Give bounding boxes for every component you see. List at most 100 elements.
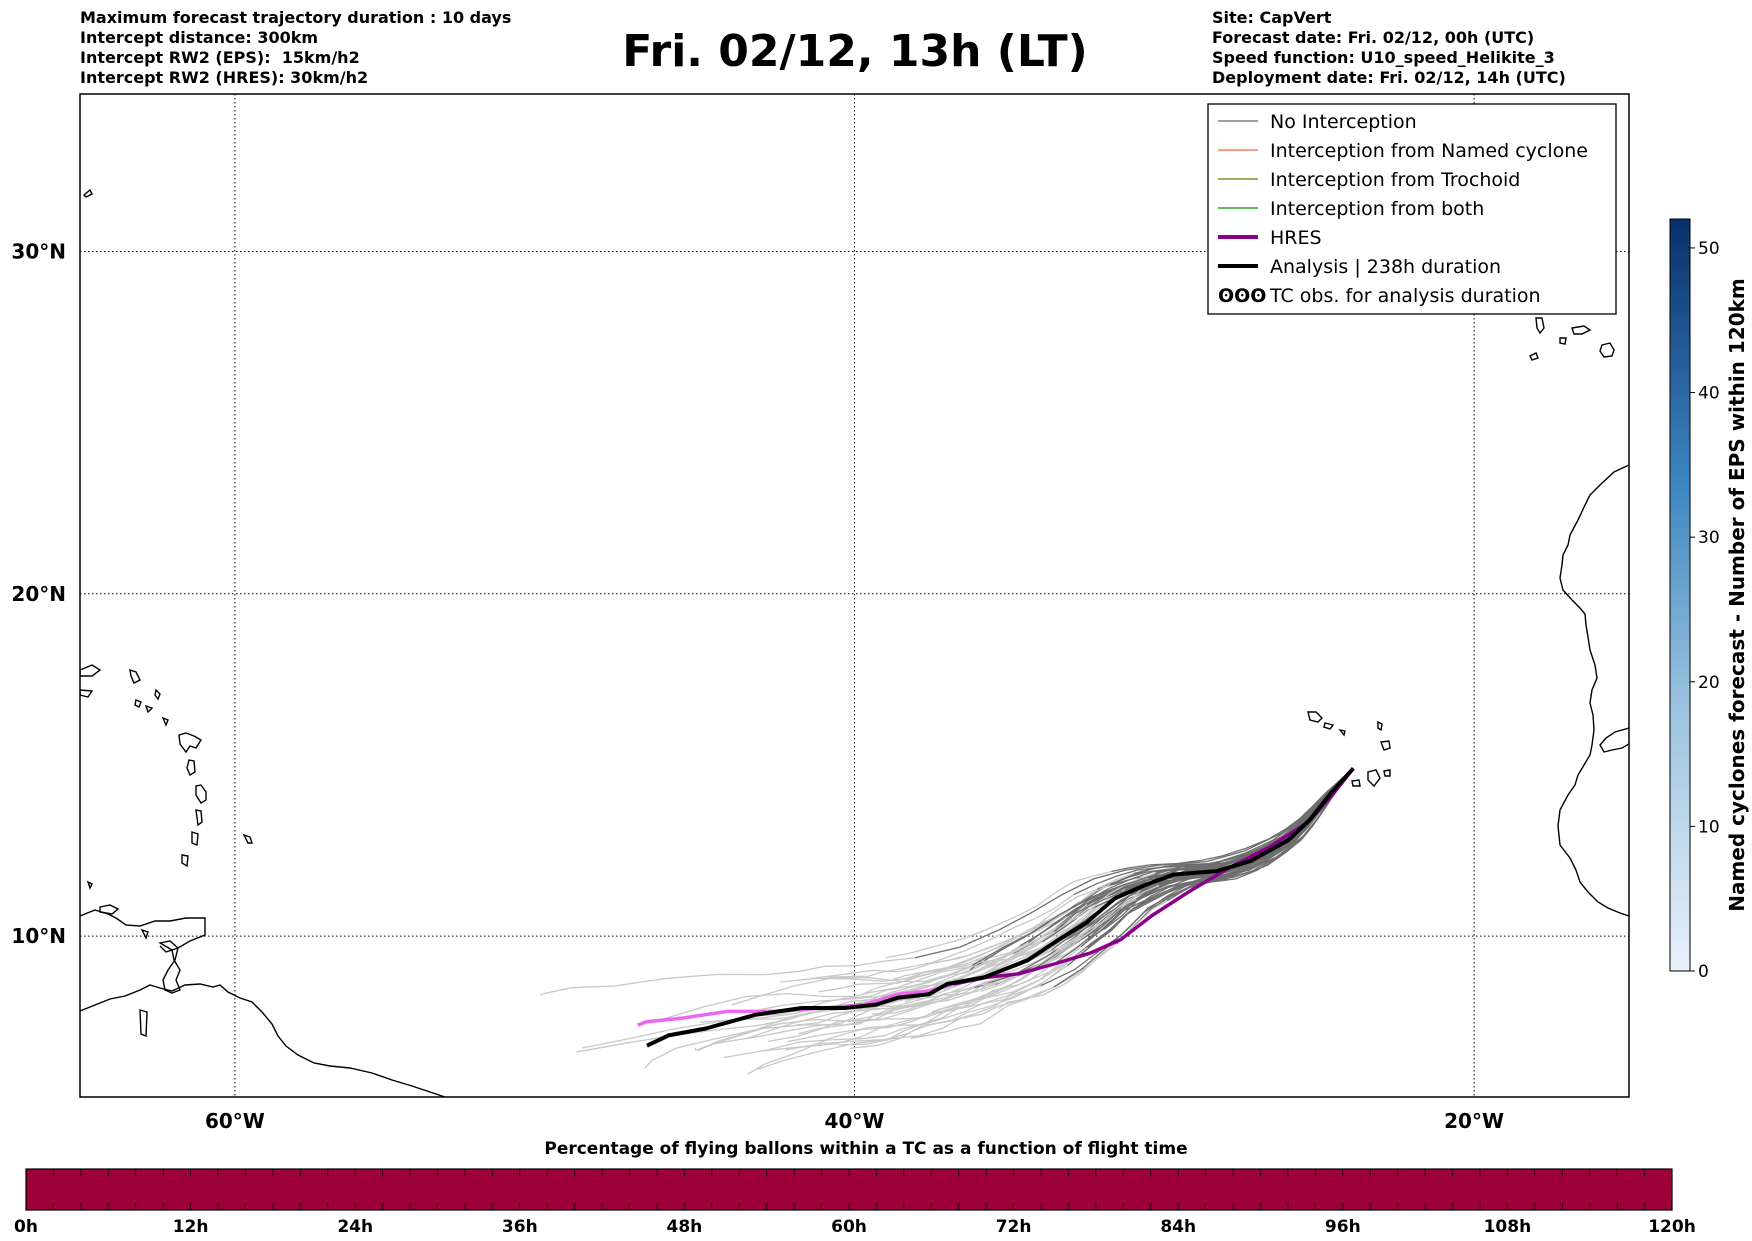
ensemble-track-far xyxy=(582,964,973,1049)
legend-label: HRES xyxy=(1270,227,1322,249)
lon-tick-label: 40°W xyxy=(825,1109,885,1133)
legend-box xyxy=(1207,103,1617,315)
ensemble-track-far xyxy=(746,942,1029,1040)
island-canary-3 xyxy=(1571,325,1592,335)
colorbar-tick-label: 50 xyxy=(1698,239,1720,259)
ensemble-track-far xyxy=(664,952,1014,1020)
ensemble-track-far xyxy=(697,973,1017,1052)
island-1 xyxy=(80,664,102,677)
colorbar-tick-label: 40 xyxy=(1698,384,1720,404)
lon-tick-label: 20°W xyxy=(1444,1109,1504,1133)
ensemble-track-far xyxy=(998,900,1168,1010)
analysis-track xyxy=(646,767,1355,1048)
flight-time-tick-label: 96h xyxy=(1325,1217,1361,1237)
colorbar-tick-label: 10 xyxy=(1698,817,1720,837)
header-intercept-eps: Intercept RW2 (EPS): 15km/h2 xyxy=(80,48,360,67)
island-capeverde-7 xyxy=(1367,769,1381,788)
ensemble-track-far xyxy=(827,894,1074,978)
island-14 xyxy=(242,833,253,844)
island-2 xyxy=(80,689,94,698)
flight-time-tick-label: 24h xyxy=(337,1217,373,1237)
island-capeverde-4 xyxy=(1377,720,1383,732)
flight-time-tick-label: 84h xyxy=(1160,1217,1196,1237)
island-capeverde-2 xyxy=(1323,722,1335,730)
ensemble-track-far xyxy=(757,986,1054,1070)
coastlines xyxy=(80,188,1629,1097)
ensemble-track-near xyxy=(1166,768,1354,902)
header-site: Site: CapVert xyxy=(1212,8,1332,27)
ensemble-track-far xyxy=(872,927,1097,1015)
island-capeverde-3 xyxy=(1338,728,1346,737)
flight-time-tick-label: 72h xyxy=(996,1217,1032,1237)
map-frame xyxy=(79,93,1630,1098)
header-right-info: Site: CapVert Forecast date: Fri. 02/12,… xyxy=(1212,8,1566,88)
ensemble-track-near xyxy=(914,767,1354,959)
island-8 xyxy=(178,732,202,754)
island-17 xyxy=(140,928,149,940)
island-9 xyxy=(186,759,196,777)
header-left-info: Maximum forecast trajectory duration : 1… xyxy=(80,8,511,88)
island-7 xyxy=(161,716,169,727)
flight-time-tick-label: 120h xyxy=(1648,1217,1696,1237)
header-deployment-date: Deployment date: Fri. 02/12, 14h (UTC) xyxy=(1212,68,1566,87)
ensemble-track-far xyxy=(731,949,1041,1006)
island-canary-2 xyxy=(1559,337,1567,345)
lat-tick-label: 20°N xyxy=(11,582,66,606)
legend-label: TC obs. for analysis duration xyxy=(1269,285,1541,307)
ensemble-track-far xyxy=(798,930,1055,1035)
island-13 xyxy=(181,854,189,868)
map-area[interactable] xyxy=(79,93,1630,1098)
header-intercept-hres: Intercept RW2 (HRES): 30km/h2 xyxy=(80,68,369,87)
ensemble-track-far xyxy=(811,912,1065,980)
ensemble-track-far xyxy=(885,870,1112,959)
island-19 xyxy=(82,188,93,198)
island-capeverde-8 xyxy=(1383,769,1391,777)
flight-time-tick-label: 36h xyxy=(502,1217,538,1237)
island-canary-1 xyxy=(1535,317,1545,335)
ensemble-track-far xyxy=(849,946,1088,1049)
island-capeverde-6 xyxy=(1351,779,1361,787)
island-5 xyxy=(144,704,154,714)
island-capeverde-5 xyxy=(1380,740,1391,751)
island-capeverde-1 xyxy=(1307,711,1323,723)
coastline-south-america xyxy=(80,983,446,1097)
ensemble-track-far xyxy=(838,946,1082,1046)
island-canary-5 xyxy=(1529,352,1539,361)
legend-label: Interception from Named cyclone xyxy=(1270,140,1588,162)
island-3 xyxy=(129,668,141,684)
axis-tick-labels: 60°W 40°W 20°W 30°N 20°N 10°N xyxy=(11,239,1504,1133)
flight-time-tick-label: 108h xyxy=(1484,1217,1532,1237)
ensemble-track-far xyxy=(540,957,916,996)
colorbar-tick-label: 20 xyxy=(1698,673,1720,693)
legend-label: Interception from Trochoid xyxy=(1270,169,1520,191)
flight-time-colorbar-title: Percentage of flying ballons within a TC… xyxy=(544,1139,1187,1159)
island-15 xyxy=(99,904,120,915)
island-11 xyxy=(195,809,203,827)
colorbar-label: Named cyclones forecast - Number of EPS … xyxy=(1725,278,1749,912)
island-trinidad xyxy=(158,940,181,994)
header-forecast-date: Forecast date: Fri. 02/12, 00h (UTC) xyxy=(1212,28,1535,47)
island-12 xyxy=(191,831,199,846)
gridlines xyxy=(80,94,1629,1097)
legend-label: Interception from both xyxy=(1270,198,1484,220)
lat-tick-label: 30°N xyxy=(11,239,66,263)
legend-label: No Interception xyxy=(1270,111,1417,133)
flight-time-colorbar: Percentage of flying ballons within a TC… xyxy=(14,1139,1696,1237)
island-18 xyxy=(139,1009,148,1038)
island-6 xyxy=(154,688,161,701)
header-max-duration: Maximum forecast trajectory duration : 1… xyxy=(80,8,512,27)
colorbar-tick-label: 0 xyxy=(1698,962,1709,982)
legend-label: Analysis | 238h duration xyxy=(1270,256,1501,278)
ensemble-track-far xyxy=(980,884,1160,993)
lat-tick-label: 10°N xyxy=(11,924,66,948)
track-lines xyxy=(636,767,1355,1048)
coastline-africa xyxy=(1557,464,1629,917)
ensemble-track-far xyxy=(762,963,1054,1052)
tc-symbol-icon: ʘʘʘ xyxy=(1218,285,1266,307)
flight-time-tick-label: 48h xyxy=(667,1217,703,1237)
page-title: Fri. 02/12, 13h (LT) xyxy=(622,26,1088,77)
lon-tick-label: 60°W xyxy=(205,1109,265,1133)
coastline-africa-inlet xyxy=(1599,727,1629,753)
